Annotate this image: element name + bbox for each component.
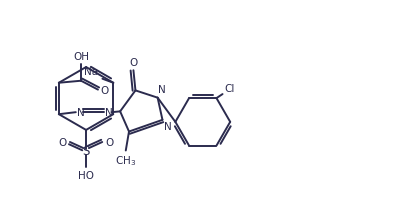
- Text: CH$_3$: CH$_3$: [115, 153, 136, 167]
- Text: S: S: [82, 145, 90, 158]
- Text: Na: Na: [84, 67, 98, 76]
- Text: N: N: [77, 108, 84, 118]
- Text: N: N: [164, 121, 172, 131]
- Text: O: O: [100, 85, 109, 95]
- Text: O: O: [105, 137, 113, 147]
- Text: HO: HO: [78, 170, 94, 180]
- Text: Cl: Cl: [224, 84, 234, 94]
- Text: N: N: [158, 85, 166, 95]
- Text: OH: OH: [73, 52, 89, 62]
- Text: N: N: [104, 108, 112, 118]
- Text: O: O: [58, 137, 66, 147]
- Text: O: O: [129, 57, 137, 67]
